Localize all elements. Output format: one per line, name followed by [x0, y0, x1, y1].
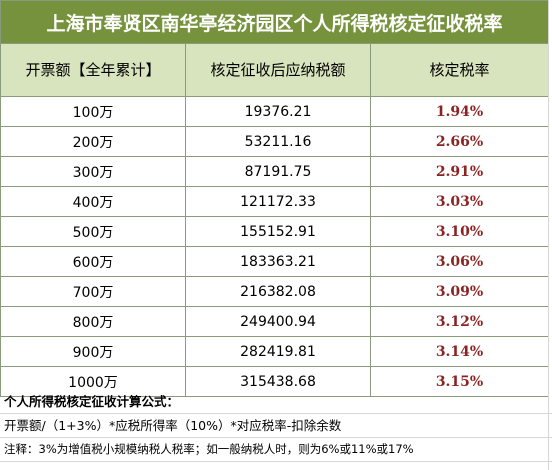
amount-cell[interactable]: 100万: [0, 96, 186, 127]
rate-cell[interactable]: 3.12%: [369, 306, 550, 337]
amount-cell[interactable]: 800万: [0, 306, 186, 337]
table-row: 500万 155152.91 3.10%: [0, 216, 550, 247]
formula-text[interactable]: 开票额/（1+3%）*应税所得率（10%）*对应税率-扣除余数: [0, 414, 552, 438]
amount-cell[interactable]: 700万: [0, 276, 186, 307]
rate-cell[interactable]: 2.66%: [369, 126, 550, 157]
amount-cell[interactable]: 500万: [0, 216, 186, 247]
table-row: 600万 183363.21 3.06%: [0, 246, 550, 277]
table-row: 300万 87191.75 2.91%: [0, 156, 550, 187]
tax-rate-table: 上海市奉贤区南华亭经济园区个人所得税核定征收税率 开票额【全年累计】 核定征收后…: [0, 0, 550, 397]
rate-cell[interactable]: 3.14%: [369, 336, 550, 367]
tax-cell[interactable]: 87191.75: [185, 156, 371, 187]
amount-cell[interactable]: 400万: [0, 186, 186, 217]
tax-cell[interactable]: 249400.94: [185, 306, 371, 337]
header-rate[interactable]: 核定税率: [369, 43, 550, 97]
tax-cell[interactable]: 155152.91: [185, 216, 371, 247]
tax-cell[interactable]: 315438.68: [185, 366, 371, 397]
rate-cell[interactable]: 3.03%: [369, 186, 550, 217]
amount-cell[interactable]: 300万: [0, 156, 186, 187]
table-row: 400万 121172.33 3.03%: [0, 186, 550, 217]
header-amount[interactable]: 开票额【全年累计】: [0, 43, 186, 97]
table-row: 900万 282419.81 3.14%: [0, 336, 550, 367]
table-row: 200万 53211.16 2.66%: [0, 126, 550, 157]
sheet-gridline: [548, 0, 549, 470]
rate-cell[interactable]: 3.09%: [369, 276, 550, 307]
table-title[interactable]: 上海市奉贤区南华亭经济园区个人所得税核定征收税率: [0, 0, 550, 44]
rate-cell[interactable]: 1.94%: [369, 96, 550, 127]
tax-cell[interactable]: 216382.08: [185, 276, 371, 307]
amount-cell[interactable]: 1000万: [0, 366, 186, 397]
table-row: 100万 19376.21 1.94%: [0, 96, 550, 127]
rate-cell[interactable]: 3.10%: [369, 216, 550, 247]
tax-cell[interactable]: 19376.21: [185, 96, 371, 127]
table-row: 700万 216382.08 3.09%: [0, 276, 550, 307]
header-tax[interactable]: 核定征收后应纳税额: [185, 43, 371, 97]
notes-section: 个人所得税核定征收计算公式： 开票额/（1+3%）*应税所得率（10%）*对应税…: [0, 390, 552, 462]
formula-title[interactable]: 个人所得税核定征收计算公式：: [0, 390, 552, 414]
rate-cell[interactable]: 3.06%: [369, 246, 550, 277]
amount-cell[interactable]: 200万: [0, 126, 186, 157]
amount-cell[interactable]: 600万: [0, 246, 186, 277]
table-row: 800万 249400.94 3.12%: [0, 306, 550, 337]
tax-cell[interactable]: 282419.81: [185, 336, 371, 367]
tax-cell[interactable]: 183363.21: [185, 246, 371, 277]
tax-cell[interactable]: 121172.33: [185, 186, 371, 217]
tax-cell[interactable]: 53211.16: [185, 126, 371, 157]
remark-text[interactable]: 注释：3%为增值税小规模纳税人税率；如一般纳税人时，则为6%或11%或17%: [0, 438, 552, 462]
rate-cell[interactable]: 2.91%: [369, 156, 550, 187]
amount-cell[interactable]: 900万: [0, 336, 186, 367]
